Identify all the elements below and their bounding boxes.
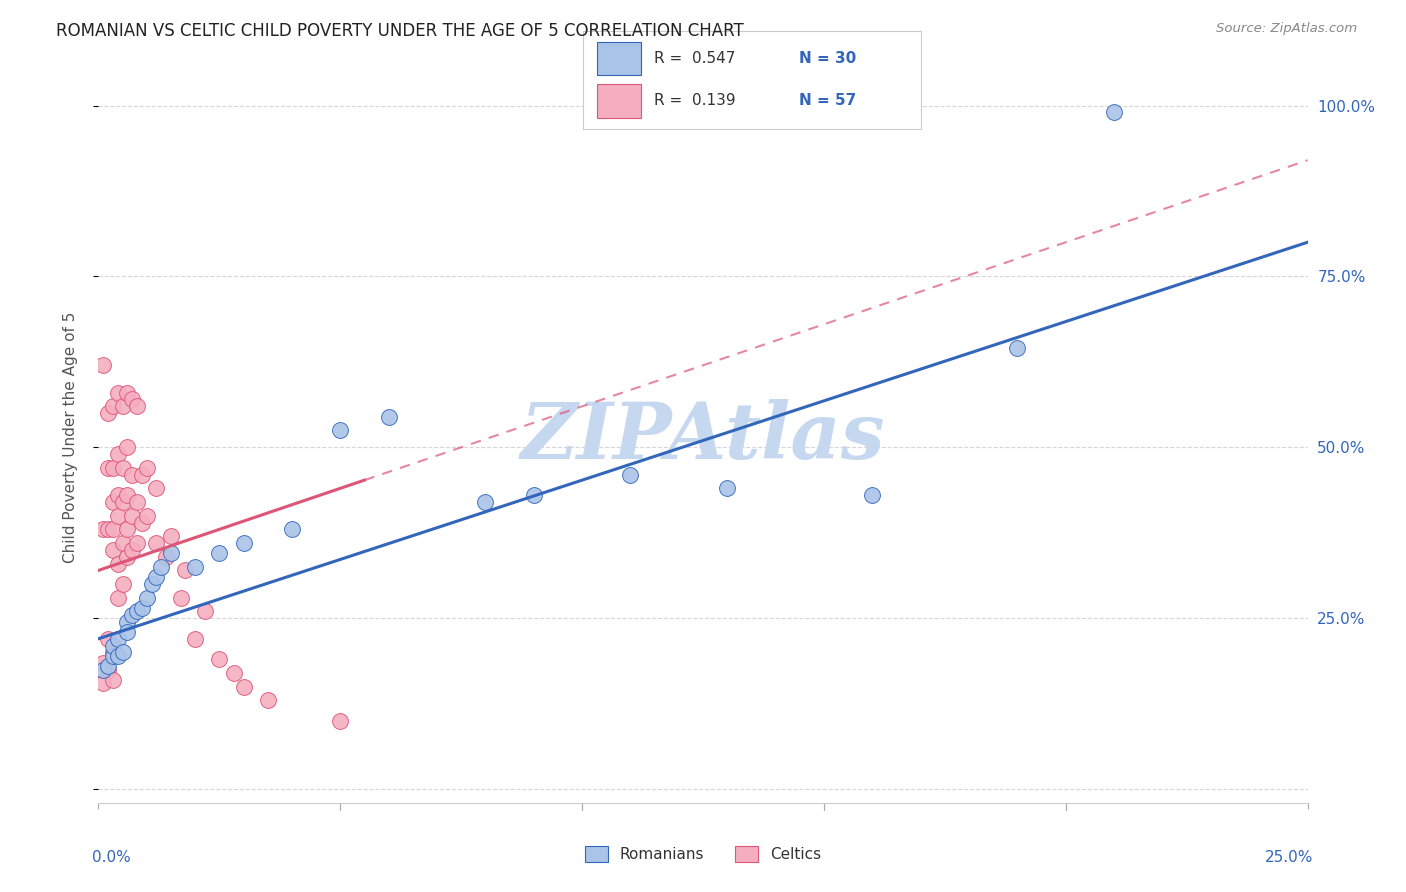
Point (131, 516, 153, 530)
Point (135, 460, 157, 475)
Point (117, 488, 139, 502)
Point (135, 591, 157, 605)
Text: 25.0%: 25.0% (1265, 850, 1313, 865)
Bar (598, 84, 641, 118)
Point (232, 680, 254, 694)
Text: 0.0%: 0.0% (93, 850, 131, 865)
Point (117, 615, 139, 629)
Text: ZIPAtlas: ZIPAtlas (520, 399, 886, 475)
Point (145, 536, 167, 550)
Bar (598, 42, 641, 76)
Point (101, 639, 124, 653)
Point (97, 522, 120, 536)
Point (101, 495, 124, 509)
Point (121, 508, 143, 523)
Point (97, 406, 120, 420)
Point (145, 481, 167, 495)
Point (101, 645, 124, 659)
Text: R =  0.547: R = 0.547 (654, 51, 735, 66)
Point (377, 409, 399, 424)
Point (184, 632, 207, 646)
Point (194, 604, 217, 618)
Text: N = 30: N = 30 (800, 51, 856, 66)
Point (101, 648, 124, 663)
Point (131, 467, 153, 482)
Text: ROMANIAN VS CELTIC CHILD POVERTY UNDER THE AGE OF 5 CORRELATION CHART: ROMANIAN VS CELTIC CHILD POVERTY UNDER T… (56, 22, 744, 40)
Point (91, 522, 114, 536)
Point (107, 591, 129, 605)
Point (256, 693, 278, 707)
Point (127, 604, 149, 618)
Point (121, 542, 143, 557)
Point (329, 714, 352, 728)
Point (101, 673, 124, 687)
Point (169, 591, 191, 605)
Point (716, 481, 738, 495)
Point (174, 563, 197, 577)
Point (1102, 105, 1125, 120)
Point (117, 440, 139, 454)
Point (91, 359, 114, 373)
Point (107, 648, 129, 663)
Point (121, 467, 143, 482)
Legend: Romanians, Celtics: Romanians, Celtics (579, 840, 827, 868)
Point (619, 467, 641, 482)
Point (208, 546, 231, 560)
Point (117, 522, 139, 536)
Point (135, 508, 157, 523)
Point (474, 495, 496, 509)
Point (97, 632, 120, 646)
Point (184, 560, 207, 574)
Point (111, 577, 134, 591)
Point (111, 645, 134, 659)
Point (97, 659, 120, 673)
Point (127, 400, 149, 414)
Text: Source: ZipAtlas.com: Source: ZipAtlas.com (1216, 22, 1357, 36)
Point (111, 400, 134, 414)
Point (91, 656, 114, 670)
Point (111, 460, 134, 475)
Text: R =  0.139: R = 0.139 (654, 94, 735, 109)
Point (232, 536, 254, 550)
Point (101, 522, 124, 536)
Point (107, 557, 129, 571)
Point (111, 536, 134, 550)
Point (127, 495, 149, 509)
Point (329, 423, 352, 437)
Point (97, 663, 120, 677)
Point (91, 676, 114, 690)
Point (117, 549, 139, 564)
Point (1007, 341, 1029, 355)
Point (97, 460, 120, 475)
Point (160, 529, 183, 543)
Point (111, 495, 134, 509)
Point (160, 546, 183, 560)
Y-axis label: Child Poverty Under the Age of 5: Child Poverty Under the Age of 5 (63, 311, 77, 563)
Point (117, 385, 139, 400)
Point (101, 400, 124, 414)
Point (155, 549, 177, 564)
Point (131, 601, 153, 615)
Point (860, 488, 883, 502)
Point (208, 652, 231, 666)
Text: N = 57: N = 57 (800, 94, 856, 109)
Point (107, 447, 129, 461)
Point (101, 460, 124, 475)
Point (141, 577, 163, 591)
Point (145, 570, 167, 584)
Point (281, 522, 304, 536)
Point (107, 632, 129, 646)
Point (107, 385, 129, 400)
Point (222, 665, 245, 680)
Point (91, 663, 114, 677)
Point (121, 607, 143, 622)
Point (117, 624, 139, 639)
Point (107, 488, 129, 502)
Point (150, 560, 173, 574)
Point (121, 392, 143, 407)
Point (523, 488, 546, 502)
Point (107, 508, 129, 523)
Point (101, 542, 124, 557)
Point (127, 536, 149, 550)
